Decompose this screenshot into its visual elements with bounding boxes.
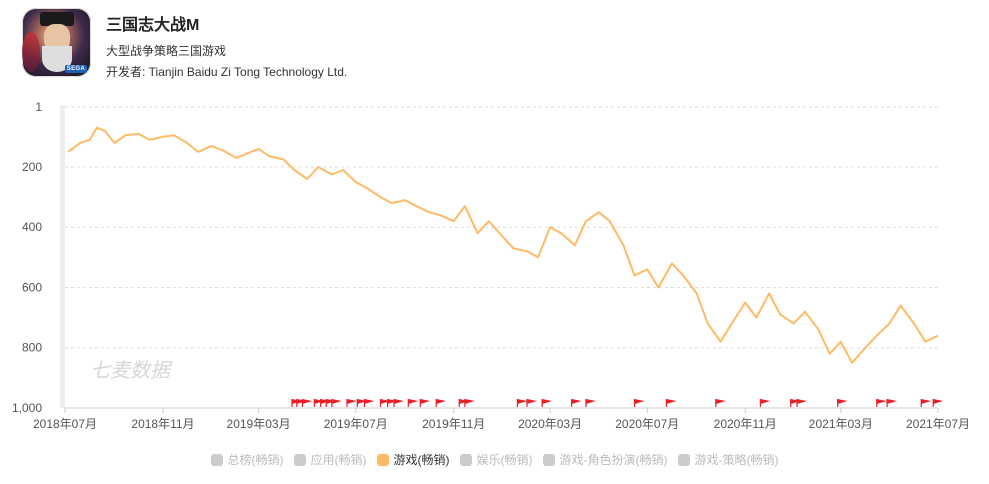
flag-marker: [585, 399, 596, 404]
app-subtitle: 大型战争策略三国游戏: [106, 44, 227, 58]
x-tick-label: 2020年11月: [714, 417, 777, 431]
flag-marker: [314, 399, 325, 404]
x-tick-label: 2018年11月: [131, 417, 194, 431]
series-line: [67, 126, 939, 364]
x-tick-label: 2018年07月: [33, 417, 97, 431]
watermark: 七麦数据: [90, 358, 173, 382]
flag-marker: [542, 399, 553, 404]
flag-marker: [921, 399, 932, 404]
x-tick-label: 2020年03月: [518, 417, 582, 431]
y-tick-label: 600: [22, 280, 42, 294]
legend-item[interactable]: 应用(畅销): [293, 451, 367, 468]
flag-marker: [666, 399, 677, 404]
y-tick-label: 400: [22, 220, 42, 234]
x-tick-label: 2019年07月: [324, 417, 388, 431]
flag-marker: [436, 399, 447, 404]
flag-marker: [517, 399, 528, 404]
y-tick-label: 1,000: [12, 401, 42, 415]
flag-marker: [387, 399, 398, 404]
x-tick-label: 2020年07月: [615, 417, 679, 431]
flag-marker: [357, 399, 368, 404]
legend-swatch-icon: [210, 454, 223, 466]
legend-item[interactable]: 游戏-策略(畅销): [677, 451, 779, 468]
flag-marker: [797, 399, 808, 404]
legend-label: 应用(畅销): [310, 453, 367, 467]
flag-marker: [302, 399, 313, 404]
app-title: 三国志大战M: [106, 17, 200, 34]
legend-item[interactable]: 娱乐(畅销): [459, 451, 533, 468]
legend-item[interactable]: 总榜(畅销): [210, 451, 284, 468]
flag-marker: [571, 399, 582, 404]
flag-marker: [876, 399, 887, 404]
y-tick-label: 200: [22, 160, 42, 174]
flag-marker: [715, 399, 726, 404]
legend-item[interactable]: 游戏-角色扮演(畅销): [542, 451, 668, 468]
flag-marker: [837, 399, 848, 404]
icon-badge: SEGA: [64, 65, 87, 73]
legend-swatch-icon: [376, 454, 389, 466]
y-axis-bar: [60, 105, 65, 408]
y-tick-label: 1: [35, 100, 42, 114]
flag-marker: [364, 399, 375, 404]
x-tick-label: 2021年07月: [906, 417, 970, 431]
flag-marker: [420, 399, 431, 404]
flag-marker: [346, 399, 357, 404]
x-tick-label: 2019年11月: [422, 417, 485, 431]
legend-swatch-icon: [459, 454, 472, 466]
legend-item[interactable]: 游戏(畅销): [376, 451, 450, 468]
legend-label: 娱乐(畅销): [476, 453, 533, 467]
x-tick-label: 2019年03月: [227, 417, 291, 431]
flag-marker: [790, 399, 801, 404]
legend-swatch-icon: [293, 454, 306, 466]
flag-marker: [380, 399, 391, 404]
game-app-icon[interactable]: SEGA: [22, 8, 91, 77]
x-tick-label: 2021年03月: [809, 417, 873, 431]
y-tick-label: 800: [22, 341, 42, 355]
flag-marker: [526, 399, 537, 404]
flag-marker: [933, 399, 944, 404]
flag-marker: [408, 399, 419, 404]
flag-marker: [634, 399, 645, 404]
flag-marker: [393, 399, 404, 404]
legend-swatch-icon: [542, 454, 555, 466]
legend-swatch-icon: [677, 454, 690, 466]
flag-marker: [760, 399, 771, 404]
flag-marker: [331, 399, 342, 404]
legend-label: 总榜(畅销): [227, 453, 284, 467]
icon-fire-art: [22, 32, 40, 72]
flag-marker: [464, 399, 475, 404]
chart-legend: 总榜(畅销) 应用(畅销) 游戏(畅销) 娱乐(畅销) 游戏-角色扮演(畅销) 游戏-策略…: [0, 451, 989, 468]
legend-label: 游戏(畅销): [393, 453, 450, 467]
legend-label: 游戏-策略(畅销): [694, 453, 779, 467]
legend-label: 游戏-角色扮演(畅销): [559, 453, 668, 467]
app-developer: 开发者: Tianjin Baidu Zi Tong Technology Lt…: [106, 65, 348, 79]
icon-hat-art: [40, 12, 74, 26]
flag-marker: [887, 399, 898, 404]
